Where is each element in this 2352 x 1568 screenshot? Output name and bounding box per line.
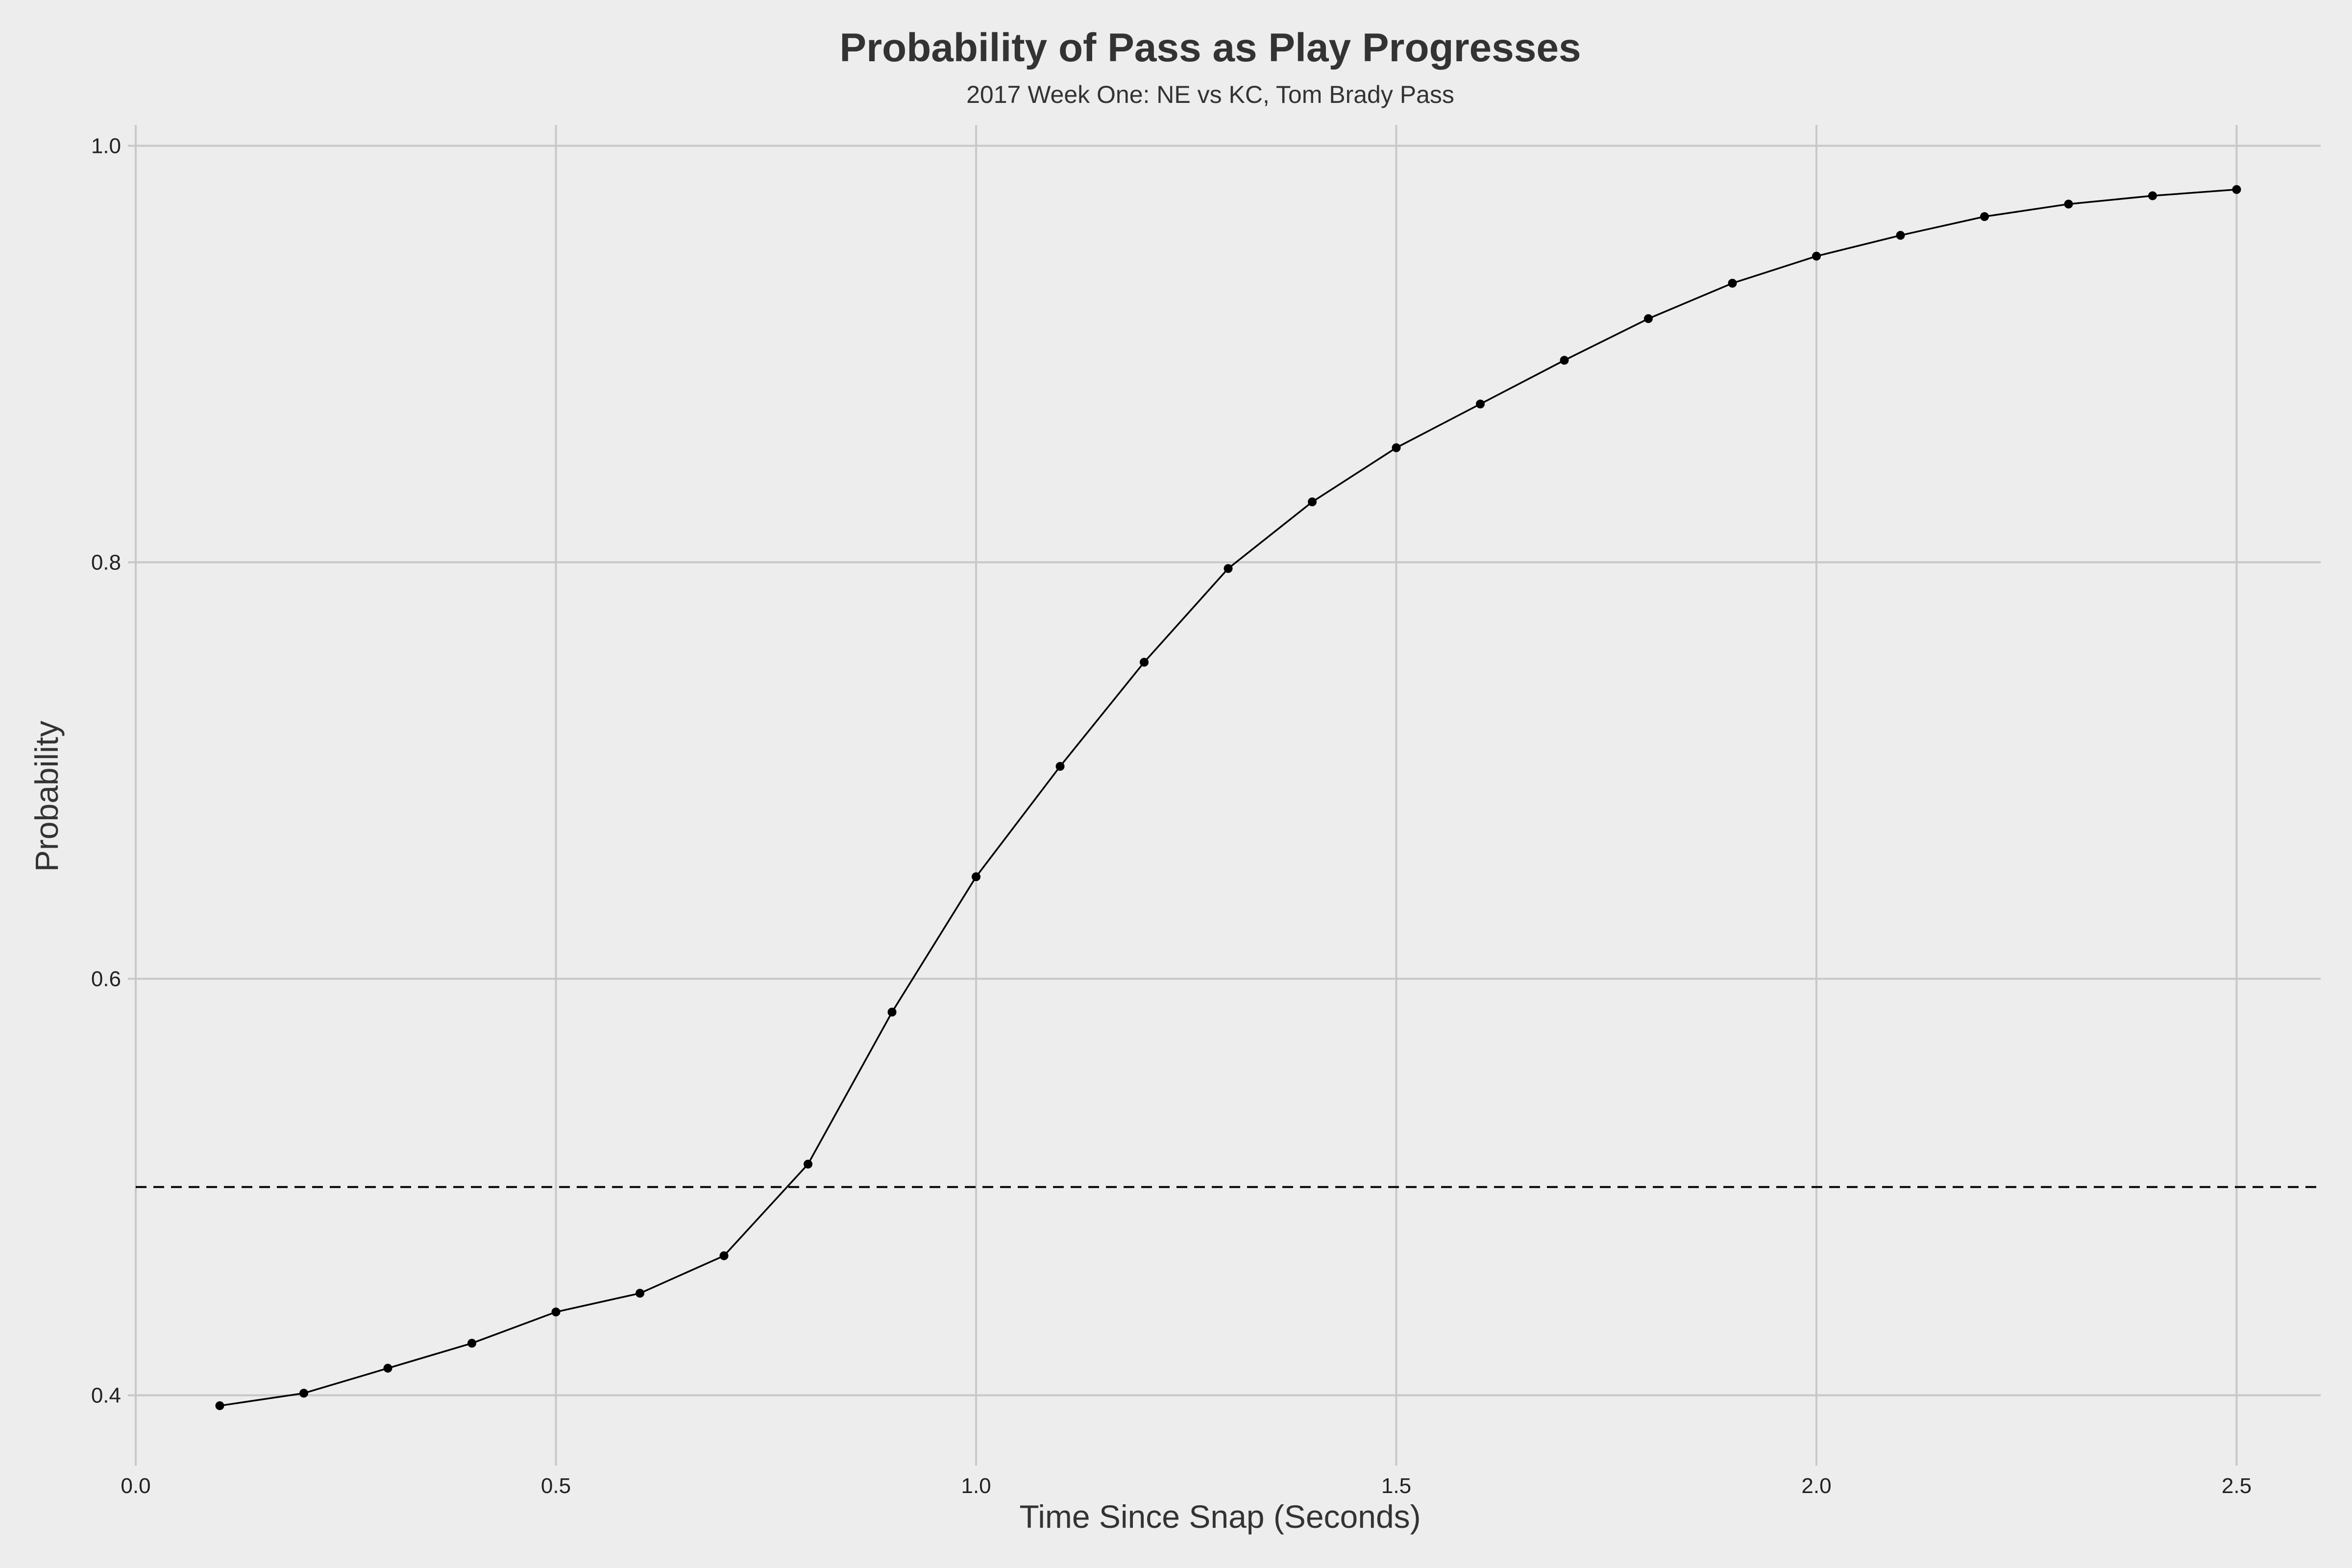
x-tick-label: 2.5: [2222, 1474, 2252, 1498]
data-point: [972, 872, 980, 882]
data-point: [1896, 231, 1905, 240]
data-point: [804, 1159, 812, 1169]
data-point: [1644, 314, 1653, 323]
probability-series-line: [220, 189, 2237, 1407]
data-point: [467, 1339, 476, 1348]
y-tick-label: 0.4: [91, 1384, 121, 1408]
x-tick-label: 2.0: [1801, 1474, 1831, 1498]
x-tick-label: 0.5: [541, 1474, 571, 1498]
data-point: [1140, 658, 1149, 667]
data-point: [719, 1251, 729, 1260]
data-point: [551, 1307, 561, 1317]
data-point: [383, 1364, 392, 1373]
x-axis-label: Time Since Snap (Seconds): [1019, 1498, 1421, 1535]
axis-ticks: 0.0 0.5 1.0 1.5 2.0 2.5 0.4 0.6 0.8 1.0: [91, 125, 2252, 1498]
data-point: [1055, 762, 1065, 771]
y-tick-label: 1.0: [91, 134, 121, 158]
data-point: [299, 1389, 308, 1398]
data-point: [887, 1007, 897, 1017]
data-point: [1392, 443, 1401, 452]
series-group: [215, 185, 2241, 1410]
x-tick-label: 1.0: [961, 1474, 991, 1498]
data-point: [636, 1289, 644, 1298]
data-point: [2148, 191, 2157, 200]
y-tick-label: 0.8: [91, 551, 121, 575]
data-point: [215, 1401, 224, 1410]
data-point: [1728, 279, 1737, 288]
data-point: [2232, 185, 2241, 194]
data-point: [1980, 212, 1989, 221]
data-point: [1224, 564, 1233, 573]
data-point: [1560, 356, 1569, 365]
chart-subtitle: 2017 Week One: NE vs KC, Tom Brady Pass: [966, 81, 1454, 108]
data-point: [2064, 199, 2073, 209]
data-point: [1812, 251, 1821, 261]
y-axis-label: Probability: [28, 721, 65, 872]
data-point: [1476, 399, 1485, 409]
data-point: [1308, 497, 1317, 507]
chart-title: Probability of Pass as Play Progresses: [839, 25, 1581, 70]
grid: [135, 125, 2321, 1458]
x-tick-label: 0.0: [121, 1474, 150, 1498]
y-tick-label: 0.6: [91, 967, 121, 991]
x-tick-label: 1.5: [1381, 1474, 1411, 1498]
